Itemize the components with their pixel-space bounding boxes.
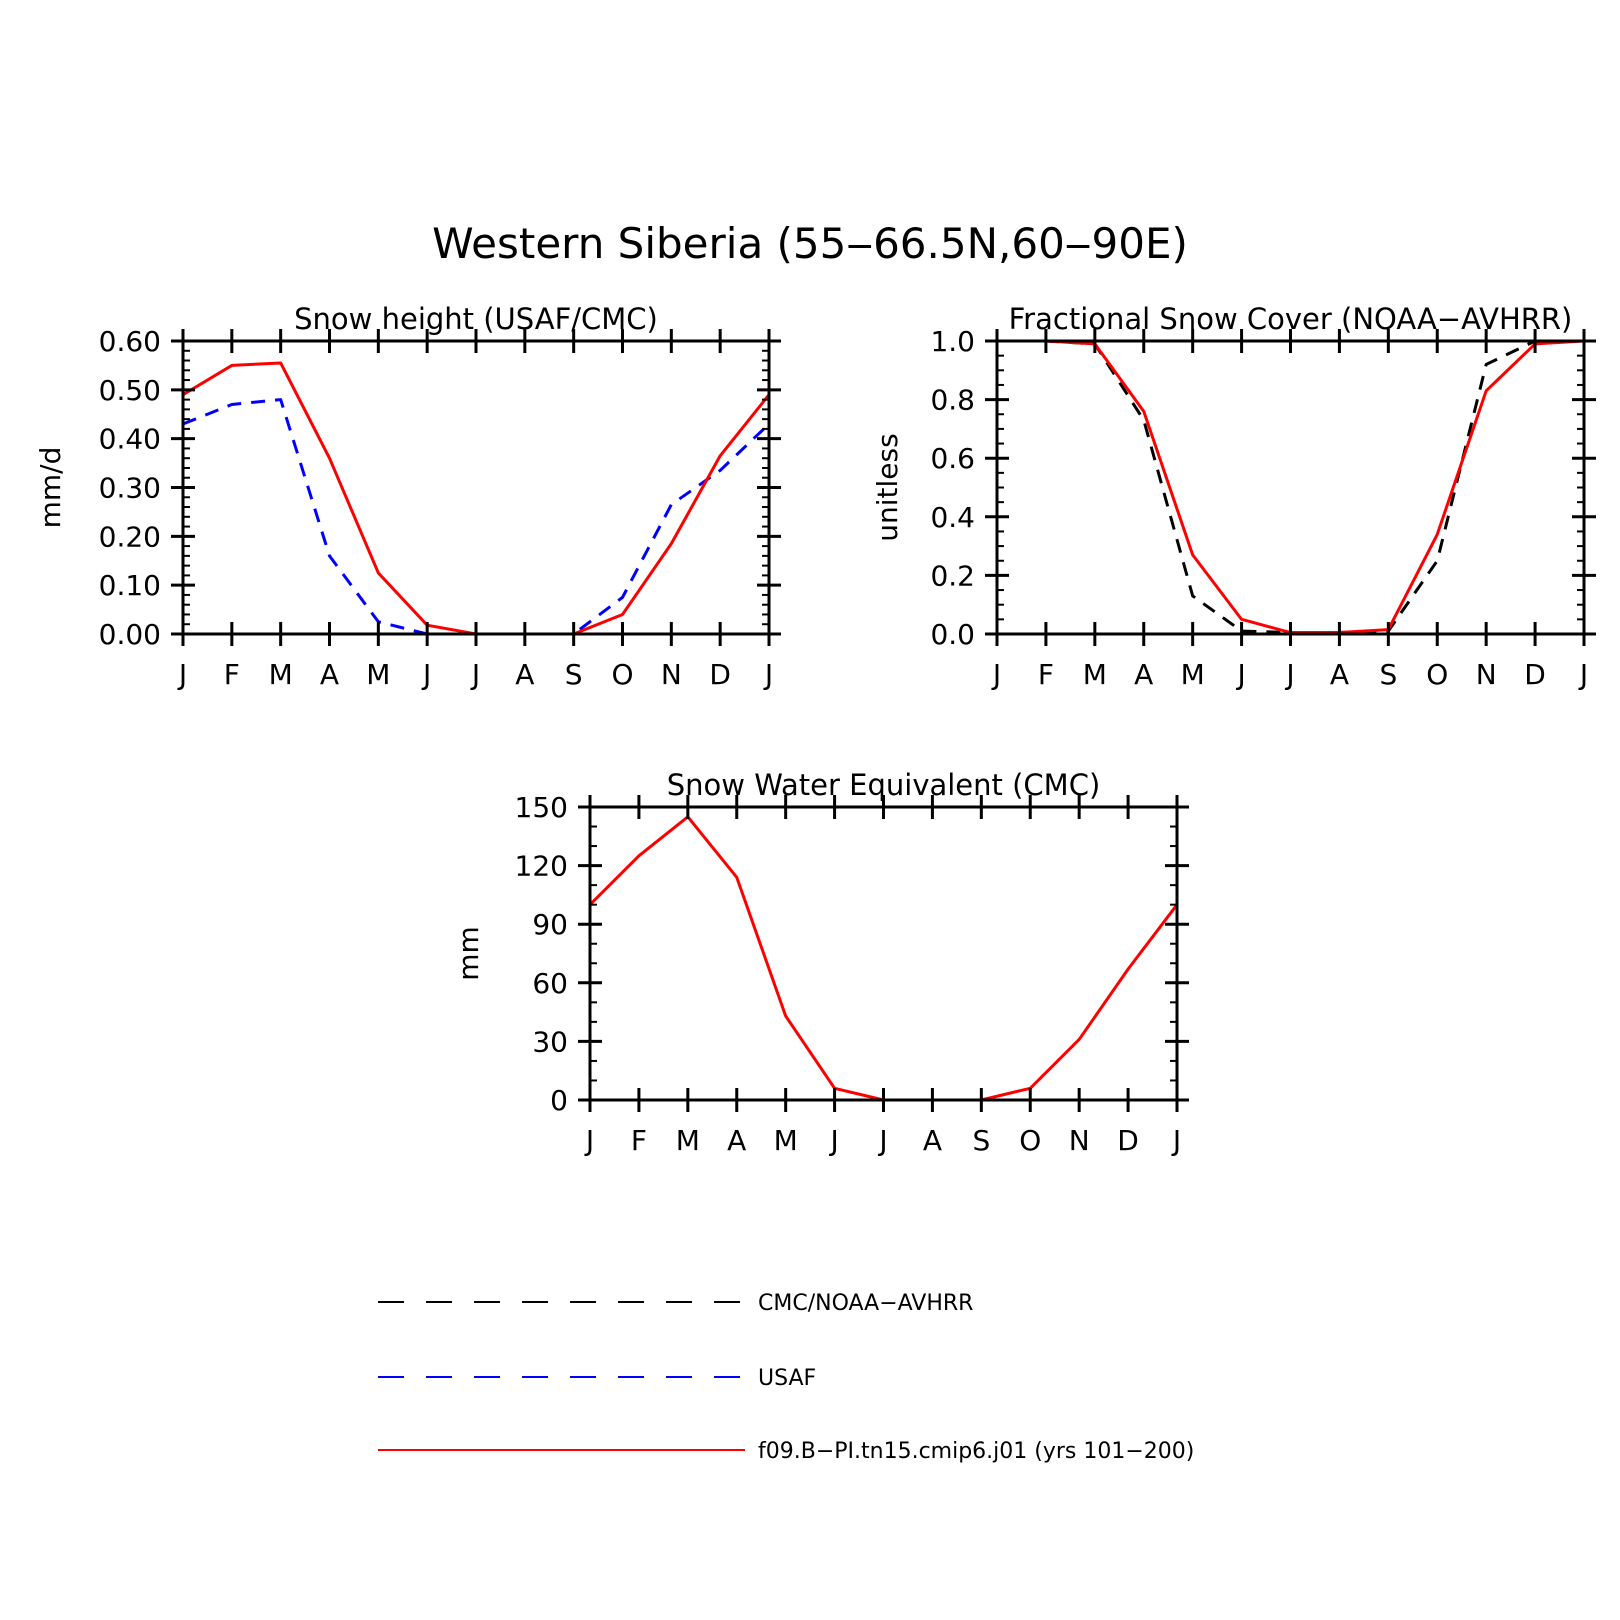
- plot-frame: [995, 339, 1586, 636]
- y-tick-label: 0.30: [99, 472, 161, 505]
- legend-item-0: CMC/NOAA−AVHRR: [378, 1291, 973, 1316]
- x-tick-label: F: [224, 658, 240, 691]
- x-tick-label: S: [1379, 658, 1397, 691]
- x-tick-label: M: [1181, 658, 1205, 691]
- y-tick-label: 90: [532, 908, 568, 941]
- x-tick-label: D: [709, 658, 731, 691]
- legend-label: CMC/NOAA−AVHRR: [758, 1291, 973, 1316]
- figure-title: Western Siberia (55‒66.5N,60‒90E): [432, 219, 1188, 268]
- x-tick-label: O: [1426, 658, 1448, 691]
- y-tick-label: 0.4: [930, 501, 975, 534]
- x-tick-label: J: [584, 1124, 594, 1157]
- x-tick-label: J: [763, 658, 773, 691]
- y-tick-label: 120: [515, 850, 568, 883]
- x-tick-label: N: [661, 658, 682, 691]
- x-tick-label: A: [515, 658, 534, 691]
- series-group: [182, 361, 771, 636]
- x-tick-label: M: [366, 658, 390, 691]
- x-tick-label: J: [1171, 1124, 1181, 1157]
- x-tick-label: N: [1069, 1124, 1090, 1157]
- series-group: [588, 815, 1179, 1102]
- x-tick-label: D: [1524, 658, 1546, 691]
- legend: CMC/NOAA−AVHRR USAF f09.B−PI.tn15.cmip6.j0…: [378, 1291, 1194, 1464]
- x-tick-label: M: [676, 1124, 700, 1157]
- y-tick-label: 150: [515, 791, 568, 824]
- x-tick-label: J: [991, 658, 1001, 691]
- legend-item-1: USAF: [378, 1366, 816, 1391]
- x-tick-label: A: [727, 1124, 746, 1157]
- y-axis-label: unitless: [871, 433, 904, 541]
- legend-label: USAF: [758, 1366, 816, 1391]
- y-axis-label: mm/d: [34, 447, 67, 529]
- x-tick-label: M: [269, 658, 293, 691]
- x-tick-label: J: [421, 658, 431, 691]
- y-tick-label: 0.8: [930, 384, 975, 417]
- x-tick-label: S: [972, 1124, 990, 1157]
- y-axis: 0.00 0.10 0.20 0.30 0.40 0.50 0.60: [99, 325, 781, 651]
- legend-item-2: f09.B−PI.tn15.cmip6.j01 (yrs 101−200): [378, 1439, 1194, 1464]
- x-tick-label: J: [828, 1124, 838, 1157]
- y-axis-label: mm: [452, 926, 485, 981]
- x-tick-label: S: [565, 658, 583, 691]
- x-tick-label: J: [1578, 658, 1588, 691]
- y-tick-label: 0.10: [99, 569, 161, 602]
- x-tick-label: A: [1134, 658, 1153, 691]
- series-line-1: [997, 339, 1585, 635]
- chart-snow-water-equivalent: Snow Water Equivalent (CMC)mmJ F M A M J J A S O N…: [452, 768, 1189, 1157]
- y-tick-label: 0: [550, 1084, 568, 1117]
- y-tick-label: 0.0: [930, 618, 975, 651]
- y-tick-label: 0.00: [99, 618, 161, 651]
- chart-fractional-snow-cover: Fractional Snow Cover (NOAA−AVHRR)unitle…: [871, 302, 1596, 691]
- x-tick-label: F: [631, 1124, 647, 1157]
- y-tick-label: 60: [532, 967, 568, 1000]
- x-tick-label: A: [320, 658, 339, 691]
- x-tick-label: M: [774, 1124, 798, 1157]
- x-tick-label: A: [923, 1124, 942, 1157]
- x-tick-label: D: [1117, 1124, 1139, 1157]
- chart-panels: Snow height (USAF/CMC)mm/dJ F M A M J J A S O N D J0…: [34, 302, 1596, 1157]
- y-tick-label: 30: [532, 1025, 568, 1058]
- y-tick-label: 0.2: [930, 559, 975, 592]
- plot-frame: [588, 805, 1179, 1102]
- x-tick-label: O: [1019, 1124, 1041, 1157]
- y-axis: 0 30 60 90 120 150: [515, 791, 1189, 1117]
- y-tick-label: 0.50: [99, 374, 161, 407]
- y-tick-label: 0.40: [99, 423, 161, 456]
- series-line-0: [997, 339, 1584, 635]
- legend-label: f09.B−PI.tn15.cmip6.j01 (yrs 101−200): [758, 1439, 1194, 1464]
- series-group: [997, 339, 1585, 635]
- y-tick-label: 0.60: [99, 325, 161, 358]
- x-tick-label: J: [1235, 658, 1245, 691]
- series-line-1: [588, 815, 1179, 1102]
- plot-frame: [181, 339, 771, 636]
- x-tick-label: F: [1038, 658, 1054, 691]
- y-tick-label: 0.6: [930, 442, 975, 475]
- y-tick-label: 0.20: [99, 520, 161, 553]
- y-axis: 0.0 0.2 0.4 0.6 0.8 1.0: [930, 325, 1596, 651]
- chart-snow-height: Snow height (USAF/CMC)mm/dJ F M A M J J A S O N D J0…: [34, 302, 781, 691]
- series-line-1: [182, 398, 771, 636]
- x-tick-label: J: [470, 658, 480, 691]
- x-tick-label: M: [1083, 658, 1107, 691]
- x-tick-label: N: [1476, 658, 1497, 691]
- x-tick-label: J: [177, 658, 187, 691]
- x-tick-label: J: [877, 1124, 887, 1157]
- x-tick-label: A: [1330, 658, 1349, 691]
- y-tick-label: 1.0: [930, 325, 975, 358]
- x-tick-label: O: [611, 658, 633, 691]
- x-tick-label: J: [1284, 658, 1294, 691]
